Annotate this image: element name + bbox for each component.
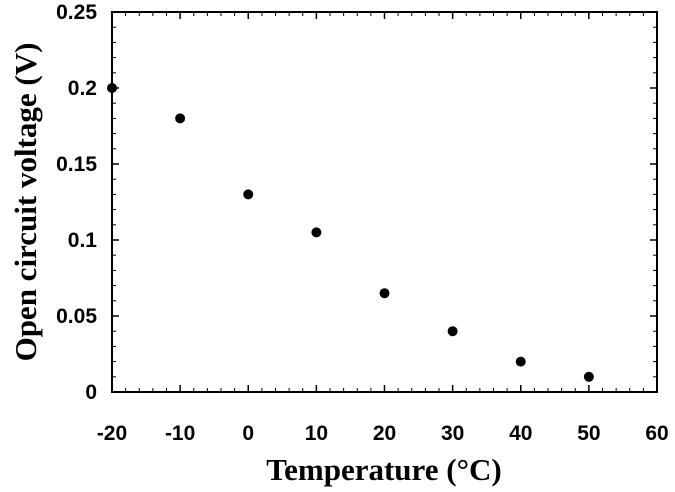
y-axis-title: Open circuit voltage (V) [8, 43, 43, 362]
x-tick-label: 50 [577, 422, 600, 445]
data-point [107, 83, 117, 93]
y-tick-label: 0.25 [56, 1, 97, 24]
y-tick-label: 0.1 [68, 229, 98, 252]
data-point [243, 189, 254, 200]
data-point [515, 356, 526, 367]
x-tick-label: 60 [645, 422, 668, 445]
data-point [311, 227, 322, 238]
x-tick-label: 0 [242, 422, 254, 445]
data-point [583, 371, 594, 382]
y-tick-labels: 0 0.05 0.1 0.15 0.2 0.25 [56, 1, 97, 404]
tick-marks [111, 11, 658, 393]
data-points [107, 83, 594, 382]
x-tick-label: -20 [97, 422, 127, 445]
x-tick-label: -10 [165, 422, 195, 445]
y-tick-label: 0 [85, 381, 97, 404]
x-tick-labels: -20 -10 0 10 20 30 40 50 60 [97, 422, 669, 445]
x-tick-label: 30 [441, 422, 464, 445]
y-tick-label: 0.2 [68, 77, 97, 100]
plot-frame [111, 11, 658, 393]
data-point [175, 113, 186, 124]
x-axis-title: Temperature (°C) [266, 452, 501, 487]
x-tick-label: 40 [509, 422, 532, 445]
data-point [379, 288, 390, 299]
y-tick-label: 0.05 [56, 305, 97, 328]
y-tick-label: 0.15 [56, 153, 97, 176]
x-tick-label: 10 [305, 422, 328, 445]
data-point [447, 326, 458, 337]
x-tick-label: 20 [373, 422, 396, 445]
